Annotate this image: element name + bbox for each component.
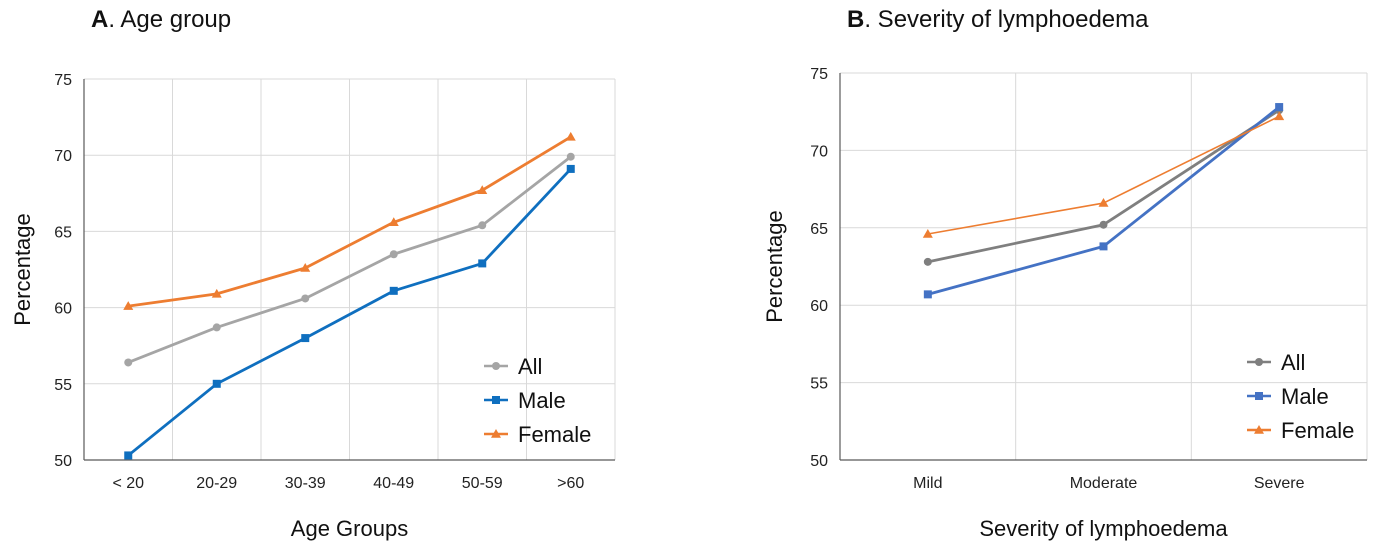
- series-line-female: [128, 135, 572, 308]
- x-tick-label: < 20: [112, 475, 144, 492]
- data-point-all: [478, 221, 487, 230]
- legend-marker: [1255, 358, 1263, 366]
- panel-title-text: . Severity of lymphoedema: [864, 6, 1149, 33]
- panel-letter: B: [847, 6, 865, 33]
- data-point-male: [1275, 103, 1284, 112]
- data-point-all: [301, 294, 310, 303]
- data-point-male: [212, 379, 221, 388]
- legend-label: All: [518, 354, 542, 379]
- series-line-male: [127, 167, 572, 457]
- data-point-female: [922, 228, 933, 238]
- y-tick-label: 65: [54, 224, 72, 241]
- panel-letter: A: [91, 6, 109, 33]
- legend-label: Female: [1281, 418, 1354, 443]
- data-point-female: [388, 217, 399, 227]
- y-tick-label: 70: [54, 148, 72, 165]
- data-point-male: [1099, 242, 1108, 251]
- panel-title-text: . Age group: [108, 6, 232, 33]
- data-point-female: [477, 185, 488, 195]
- legend-marker: [491, 429, 501, 438]
- x-tick-label: Mild: [913, 475, 942, 492]
- y-tick-label: 75: [54, 72, 72, 89]
- data-point-male: [389, 286, 398, 295]
- y-tick-label: 55: [54, 377, 72, 394]
- x-tick-label: 40-49: [373, 475, 414, 492]
- series-line-all: [127, 155, 572, 364]
- legend-label: Female: [518, 422, 591, 447]
- chart-title: A. Age group: [91, 6, 231, 34]
- series-line-female: [927, 115, 1280, 235]
- data-point-male: [301, 334, 310, 343]
- y-tick-label: 75: [810, 66, 828, 83]
- legend-label: Male: [518, 388, 566, 413]
- data-point-all: [389, 250, 398, 259]
- x-tick-label: Severe: [1254, 475, 1305, 492]
- y-tick-label: 50: [54, 453, 72, 470]
- data-point-male: [124, 451, 133, 460]
- line-chart-age-group: 50 55 60 65 70 75 < 20 20-29 30-39 40-49 50-59 >60 A…: [10, 72, 616, 541]
- data-point-all: [212, 323, 221, 332]
- y-tick-label: 60: [810, 298, 828, 315]
- x-tick-label: Moderate: [1070, 475, 1138, 492]
- legend-marker: [492, 396, 500, 404]
- y-tick-label: 65: [810, 221, 828, 238]
- data-point-all: [124, 358, 133, 367]
- series-line-all: [927, 108, 1280, 264]
- legend-label: Male: [1281, 384, 1329, 409]
- x-tick-label: 20-29: [196, 475, 237, 492]
- y-axis-label: Percentage: [762, 210, 787, 323]
- line-chart-severity: 50 55 60 65 70 75 Mild Moderate Severe Severity o…: [762, 66, 1368, 541]
- y-tick-label: 70: [810, 143, 828, 160]
- data-point-female: [1098, 198, 1109, 207]
- legend-marker: [1255, 392, 1263, 400]
- legend-marker: [1254, 425, 1264, 434]
- x-tick-label: 30-39: [285, 475, 326, 492]
- data-point-female: [300, 262, 311, 272]
- x-tick-label: >60: [557, 475, 584, 492]
- x-tick-label: 50-59: [462, 475, 503, 492]
- data-point-female: [211, 288, 222, 298]
- y-tick-label: 50: [810, 453, 828, 470]
- data-point-male: [478, 259, 487, 268]
- chart-title: B. Severity of lymphoedema: [847, 6, 1148, 34]
- x-axis-label: Age Groups: [291, 516, 408, 541]
- data-point-all: [923, 257, 932, 266]
- legend-label: All: [1281, 350, 1305, 375]
- chart-panel-age-group: A. Age group 50 55 60 65 70 75 < 20 20-29 30-39 4…: [0, 0, 690, 542]
- data-point-male: [566, 164, 575, 173]
- y-axis-label: Percentage: [10, 213, 35, 326]
- data-point-all: [1099, 220, 1108, 229]
- data-point-female: [123, 301, 134, 310]
- chart-panel-severity: B. Severity of lymphoedema 50 55 60 65 70 75 M…: [693, 0, 1386, 542]
- x-axis-label: Severity of lymphoedema: [979, 516, 1228, 541]
- data-point-female: [1274, 111, 1285, 121]
- data-point-male: [923, 290, 932, 299]
- y-tick-label: 55: [810, 376, 828, 393]
- data-point-all: [566, 152, 575, 161]
- data-point-female: [565, 131, 576, 141]
- y-tick-label: 60: [54, 301, 72, 318]
- legend-marker: [492, 362, 500, 370]
